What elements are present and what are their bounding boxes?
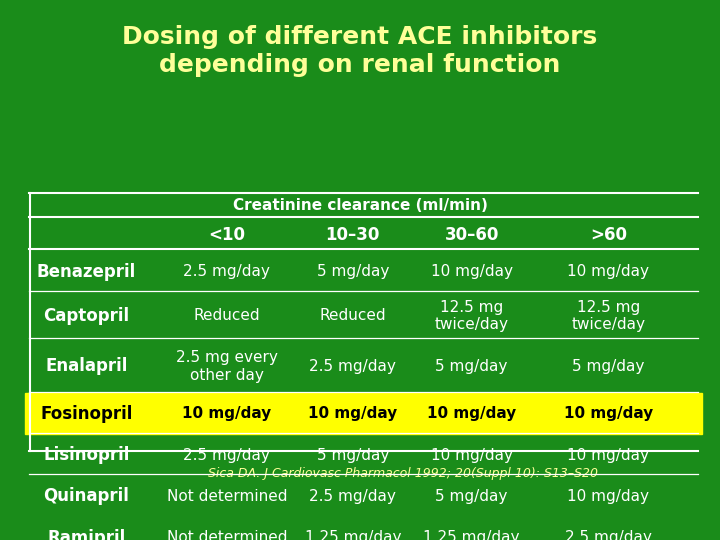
Text: 10 mg/day: 10 mg/day [567, 264, 649, 279]
Text: 10 mg/day: 10 mg/day [564, 406, 653, 421]
Text: 2.5 mg/day: 2.5 mg/day [310, 489, 396, 504]
Text: Reduced: Reduced [194, 308, 260, 323]
Text: Fosinopril: Fosinopril [40, 405, 132, 423]
Text: 12.5 mg
twice/day: 12.5 mg twice/day [572, 300, 645, 332]
Text: 10 mg/day: 10 mg/day [567, 489, 649, 504]
Text: 10 mg/day: 10 mg/day [308, 406, 397, 421]
Text: Quinapril: Quinapril [43, 488, 130, 505]
Bar [25, 393, 702, 435]
Text: 10 mg/day: 10 mg/day [431, 264, 513, 279]
Text: 2.5 mg/day: 2.5 mg/day [184, 448, 270, 463]
Text: 10 mg/day: 10 mg/day [567, 448, 649, 463]
Text: Ramipril: Ramipril [48, 529, 125, 540]
Text: 2.5 mg/day: 2.5 mg/day [565, 530, 652, 540]
Text: 5 mg/day: 5 mg/day [436, 359, 508, 374]
Text: 10 mg/day: 10 mg/day [427, 406, 516, 421]
Text: 12.5 mg
twice/day: 12.5 mg twice/day [435, 300, 508, 332]
Text: Captopril: Captopril [43, 307, 130, 325]
Text: Not determined: Not determined [166, 489, 287, 504]
Text: 10 mg/day: 10 mg/day [431, 448, 513, 463]
Text: 5 mg/day: 5 mg/day [317, 264, 389, 279]
Text: Benazepril: Benazepril [37, 262, 136, 281]
Text: 5 mg/day: 5 mg/day [317, 448, 389, 463]
Text: Reduced: Reduced [320, 308, 386, 323]
Text: 5 mg/day: 5 mg/day [436, 489, 508, 504]
Text: 10 mg/day: 10 mg/day [182, 406, 271, 421]
Text: >60: >60 [590, 226, 627, 244]
Text: Not determined: Not determined [166, 530, 287, 540]
Text: Dosing of different ACE inhibitors
depending on renal function: Dosing of different ACE inhibitors depen… [122, 25, 598, 77]
Text: Lisinopril: Lisinopril [43, 446, 130, 464]
Text: 2.5 mg/day: 2.5 mg/day [184, 264, 270, 279]
Text: 2.5 mg/day: 2.5 mg/day [310, 359, 396, 374]
Text: 30–60: 30–60 [444, 226, 499, 244]
Text: 5 mg/day: 5 mg/day [572, 359, 644, 374]
Text: 2.5 mg every
other day: 2.5 mg every other day [176, 350, 278, 382]
Text: 10–30: 10–30 [325, 226, 380, 244]
Text: Sica DA. J Cardiovasc Pharmacol 1992; 20(Suppl 10): S13–S20: Sica DA. J Cardiovasc Pharmacol 1992; 20… [208, 467, 598, 480]
Text: 1.25 mg/day: 1.25 mg/day [305, 530, 401, 540]
Text: 1.25 mg/day: 1.25 mg/day [423, 530, 520, 540]
Text: Creatinine clearance (ml/min): Creatinine clearance (ml/min) [233, 198, 487, 213]
Text: <10: <10 [208, 226, 246, 244]
Text: Enalapril: Enalapril [45, 357, 127, 375]
